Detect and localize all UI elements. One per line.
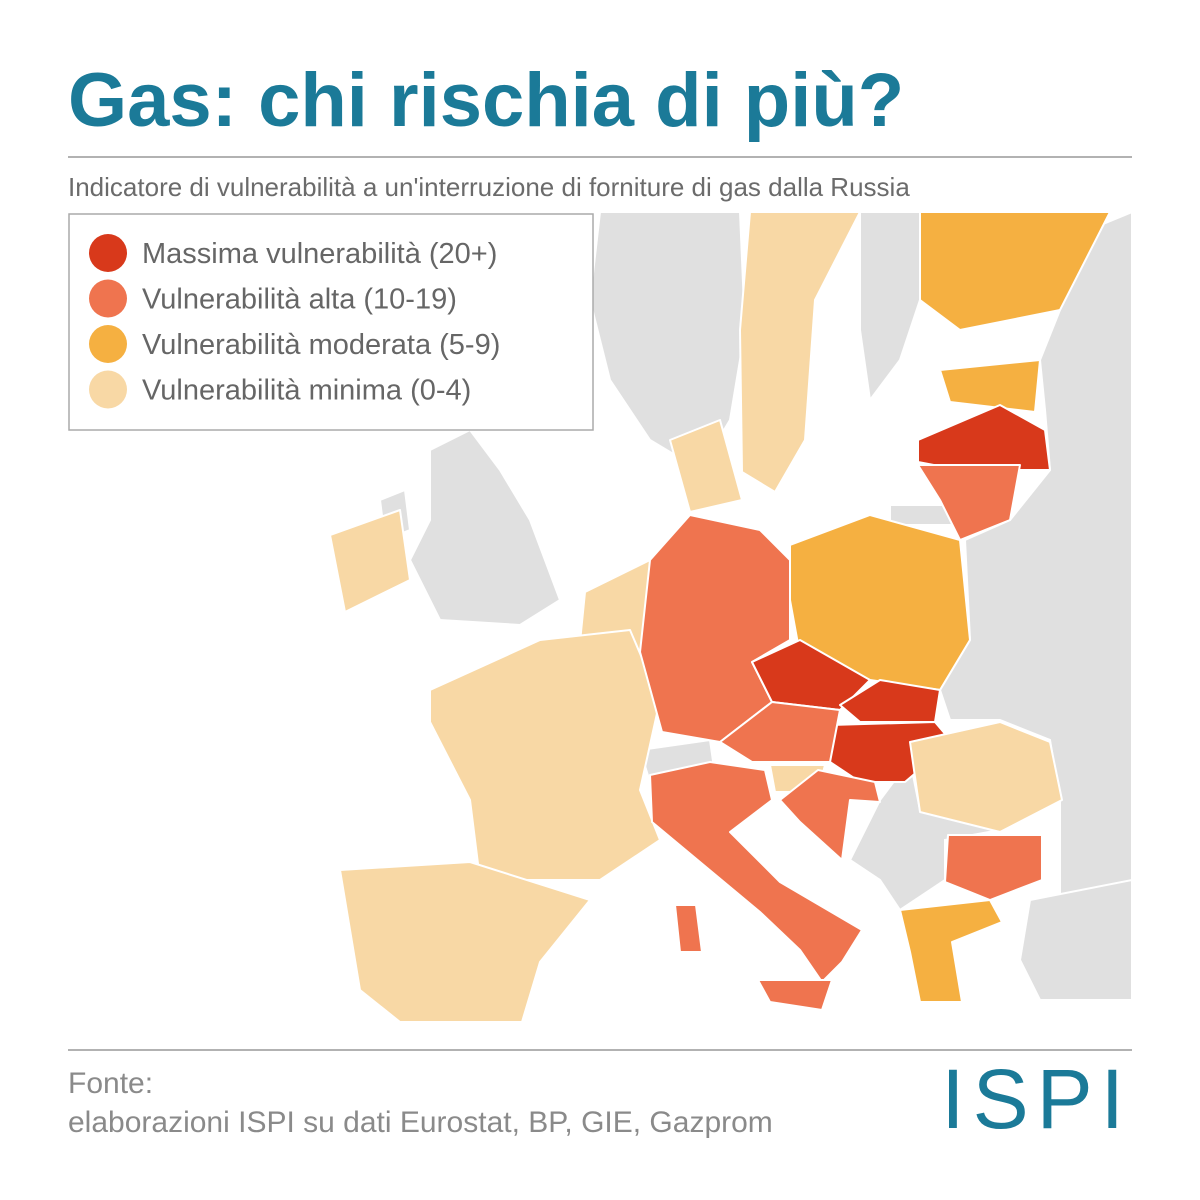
legend-label: Massima vulnerabilità (20+) bbox=[142, 238, 497, 270]
map bbox=[329, 212, 1132, 1023]
italy bbox=[649, 761, 863, 983]
latvia bbox=[917, 404, 1051, 471]
lithuania bbox=[917, 464, 1021, 541]
legend-swatch bbox=[89, 279, 127, 318]
legend-swatch bbox=[89, 325, 127, 363]
ireland bbox=[329, 509, 411, 613]
land bbox=[1018, 878, 1132, 1001]
croatia bbox=[779, 769, 881, 861]
finland bbox=[919, 212, 1111, 331]
sardinia bbox=[674, 904, 703, 953]
land bbox=[408, 428, 562, 627]
greece bbox=[899, 899, 1003, 1003]
legend: Massima vulnerabilità (20+) Vulnerabilità… bbox=[89, 234, 500, 409]
logo: ISPI bbox=[941, 1052, 1132, 1146]
legend-label: Vulnerabilità moderata (5-9) bbox=[142, 329, 500, 361]
estonia bbox=[939, 359, 1041, 413]
land bbox=[859, 212, 921, 403]
austria bbox=[719, 701, 841, 763]
iberia bbox=[339, 861, 591, 1023]
legend-box bbox=[68, 213, 594, 431]
title: Gas: chi rischia di più? bbox=[68, 58, 904, 143]
legend-label: Vulnerabilità minima (0-4) bbox=[142, 375, 471, 407]
sicily bbox=[757, 979, 833, 1011]
bulgaria bbox=[944, 834, 1043, 901]
land bbox=[848, 757, 1001, 912]
legend-swatch bbox=[89, 370, 127, 409]
romania bbox=[909, 721, 1063, 833]
source: elaborazioni ISPI su dati Eurostat, BP, … bbox=[68, 1106, 773, 1139]
source-label: Fonte: bbox=[68, 1067, 153, 1100]
legend-label: Vulnerabilità alta (10-19) bbox=[142, 284, 457, 316]
sweden bbox=[739, 212, 861, 493]
denmark bbox=[669, 419, 743, 513]
subtitle: Indicatore di vulnerabilità a un'interru… bbox=[68, 172, 910, 202]
legend-swatch bbox=[89, 234, 127, 272]
slovakia bbox=[839, 679, 941, 723]
france bbox=[429, 629, 661, 881]
